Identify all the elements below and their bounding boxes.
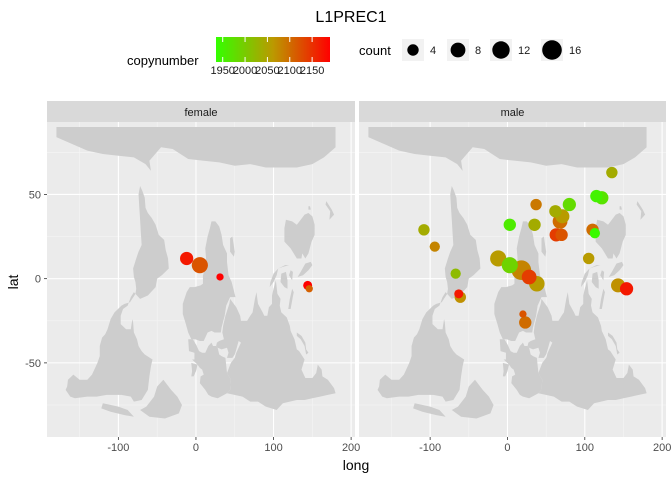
data-point bbox=[589, 228, 601, 239]
data-point bbox=[528, 218, 541, 231]
chart-title: L1PREC1 bbox=[315, 9, 386, 26]
data-point bbox=[606, 166, 618, 179]
data-point bbox=[562, 197, 576, 212]
y-tick-label: 0 bbox=[35, 274, 41, 286]
x-tick-label: 200 bbox=[342, 442, 360, 454]
data-point bbox=[555, 228, 568, 242]
size-legend-dot bbox=[407, 44, 419, 56]
data-point bbox=[180, 251, 194, 266]
facet-strip-label: female bbox=[184, 107, 217, 119]
data-point bbox=[521, 269, 537, 285]
size-legend: count 4 8 12 16 bbox=[359, 39, 581, 61]
data-point bbox=[454, 289, 464, 299]
x-tick-label: 100 bbox=[264, 442, 282, 454]
data-point bbox=[619, 282, 634, 296]
data-point bbox=[519, 316, 532, 329]
x-tick-label: 100 bbox=[576, 442, 594, 454]
size-legend-label: 4 bbox=[430, 45, 436, 57]
facet-strip-male bbox=[359, 101, 666, 122]
size-legend-dot bbox=[542, 40, 562, 60]
facet-strip-label: male bbox=[501, 107, 525, 119]
data-point bbox=[450, 268, 461, 279]
x-axis-title: long bbox=[343, 457, 369, 473]
data-point bbox=[519, 310, 527, 318]
data-point bbox=[582, 252, 595, 265]
data-point bbox=[429, 241, 440, 252]
facet-strip-female bbox=[47, 101, 355, 122]
data-point bbox=[501, 257, 518, 274]
data-point bbox=[590, 189, 603, 203]
data-point bbox=[305, 285, 313, 293]
color-legend-label: 2050 bbox=[255, 65, 279, 77]
size-legend-title: count bbox=[359, 43, 391, 58]
facet-panel-female: female -100 0 100 200 -50 0 50 bbox=[25, 101, 360, 454]
y-tick-label: 50 bbox=[29, 189, 41, 201]
color-legend-label: 1950 bbox=[210, 65, 234, 77]
x-tick-label: 0 bbox=[504, 442, 510, 454]
data-point bbox=[549, 205, 562, 218]
size-legend-label: 8 bbox=[475, 45, 481, 57]
y-tick-label: -50 bbox=[25, 358, 41, 370]
facet-panel-male: male -100 0 100 200 bbox=[359, 101, 671, 454]
data-point bbox=[216, 273, 224, 281]
x-tick-label: 200 bbox=[653, 442, 671, 454]
size-legend-dot bbox=[450, 42, 466, 58]
size-legend-dot bbox=[492, 41, 510, 59]
data-point bbox=[503, 218, 516, 231]
color-legend-bar bbox=[216, 37, 330, 62]
x-tick-label: -100 bbox=[107, 442, 129, 454]
color-legend-label: 2000 bbox=[233, 65, 257, 77]
color-legend-label: 2100 bbox=[278, 65, 302, 77]
y-axis-title: lat bbox=[5, 275, 21, 290]
data-point bbox=[191, 257, 208, 274]
data-point bbox=[418, 224, 430, 236]
size-legend-label: 16 bbox=[569, 45, 581, 57]
color-legend-label: 2150 bbox=[300, 65, 324, 77]
x-tick-label: 0 bbox=[193, 442, 199, 454]
x-tick-label: -100 bbox=[419, 442, 441, 454]
data-point bbox=[530, 198, 542, 211]
size-legend-label: 12 bbox=[518, 45, 530, 57]
color-legend-title: copynumber bbox=[127, 53, 199, 68]
